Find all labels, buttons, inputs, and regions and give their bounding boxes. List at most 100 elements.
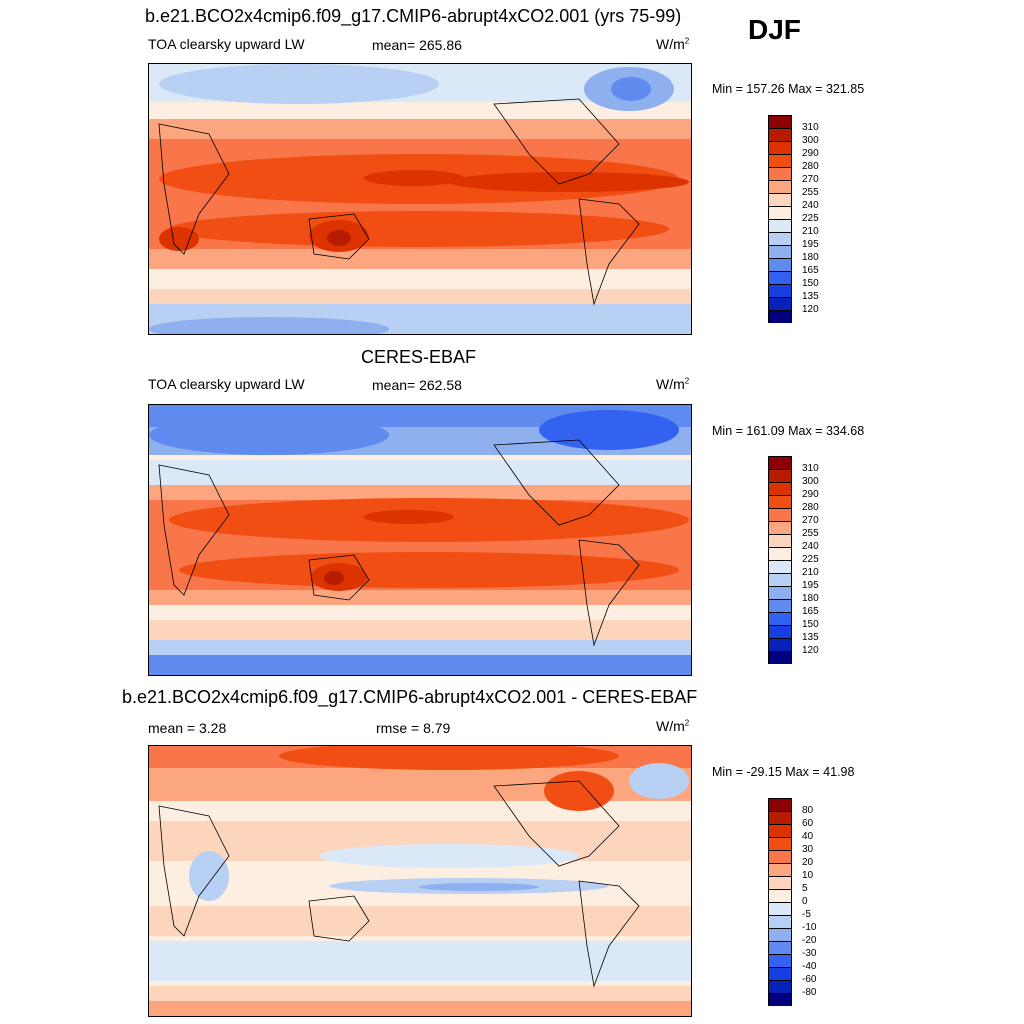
- panel1-colorbar-tick-label: 135: [802, 291, 819, 302]
- panel1-colorbar: 310 300 290 280 270 255 240 225 210 195 180 165 150 1…: [768, 115, 819, 323]
- panel1-minmax: Min = 157.26 Max = 321.85: [712, 82, 865, 96]
- panel2-minmax: Min = 161.09 Max = 334.68: [712, 424, 865, 438]
- panel1-colorbar-tick-label: 310: [802, 122, 819, 133]
- panel1-colorbar-tick-label: 195: [802, 239, 819, 250]
- panel3-colorbar-swatch: [768, 798, 792, 811]
- panel2-colorbar-tick-label: 135: [802, 632, 819, 643]
- panel3-rmse: rmse = 8.79: [376, 720, 451, 736]
- panel2-colorbar-swatch: [768, 547, 792, 560]
- panel3-colorbar-swatch: [768, 863, 792, 876]
- panel1-colorbar-tick-label: 225: [802, 213, 819, 224]
- panel3-colorbar-tick-label: 20: [802, 857, 814, 868]
- panel1-colorbar-swatch: [768, 271, 792, 284]
- panel3-colorbar-swatch: [768, 967, 792, 980]
- panel3-units: W/m2: [656, 718, 690, 734]
- panel2-colorbar-tick-label: 210: [802, 567, 819, 578]
- panel3-colorbar: 80 60 40 30 20 10 5 0 -5 -10 -20 -30 -40 -60 -80: [768, 798, 816, 1006]
- panel1-colorbar-swatch: [768, 180, 792, 193]
- panel3-colorbar-swatch: [768, 811, 792, 824]
- panel2-colorbar-tick-label: 280: [802, 502, 819, 513]
- panel2-colorbar-swatch: [768, 625, 792, 638]
- panel3-colorbar-tick-label: 5: [802, 883, 808, 894]
- panel1-colorbar-tick-label: 150: [802, 278, 819, 289]
- panel3-colorbar-swatch: [768, 824, 792, 837]
- panel2-colorbar-swatch: [768, 521, 792, 534]
- panel2-colorbar-swatch: [768, 534, 792, 547]
- panel1-colorbar-tick-label: 120: [802, 304, 819, 315]
- panel3-colorbar-tick-label: 10: [802, 870, 814, 881]
- panel3-colorbar-swatch: [768, 993, 792, 1006]
- panel3-colorbar-tick-label: -30: [802, 948, 817, 959]
- panel1-colorbar-swatch: [768, 167, 792, 180]
- panel1-colorbar-tick-label: 255: [802, 187, 819, 198]
- panel3-mean: mean = 3.28: [148, 720, 227, 736]
- panel2-colorbar-swatch: [768, 560, 792, 573]
- panel1-units: W/m2: [656, 36, 690, 52]
- panel3-colorbar-tick-label: -5: [802, 909, 811, 920]
- panel2-colorbar-swatch: [768, 495, 792, 508]
- panel1-colorbar-swatch: [768, 232, 792, 245]
- panel1-colorbar-swatch: [768, 219, 792, 232]
- panel2-colorbar-tick-label: 310: [802, 463, 819, 474]
- panel2-colorbar-swatch: [768, 482, 792, 495]
- panel2-units: W/m2: [656, 376, 690, 392]
- panel3-minmax: Min = -29.15 Max = 41.98: [712, 765, 855, 779]
- panel1-colorbar-swatch: [768, 245, 792, 258]
- panel3-colorbar-tick-label: -10: [802, 922, 817, 933]
- panel1-colorbar-tick-label: 270: [802, 174, 819, 185]
- panel1-variable: TOA clearsky upward LW: [148, 36, 305, 52]
- panel1-mean: mean= 265.86: [372, 37, 462, 53]
- panel2-colorbar-tick-label: 270: [802, 515, 819, 526]
- panel2-variable: TOA clearsky upward LW: [148, 376, 305, 392]
- panel3-colorbar-tick-label: 80: [802, 805, 814, 816]
- panel2-map: [148, 404, 692, 676]
- panel1-colorbar-tick-label: 180: [802, 252, 819, 263]
- panel3-colorbar-tick-label: -60: [802, 974, 817, 985]
- panel3-colorbar-swatch: [768, 889, 792, 902]
- panel2-mean: mean= 262.58: [372, 377, 462, 393]
- panel2-colorbar-tick-label: 225: [802, 554, 819, 565]
- panel3-colorbar-swatch: [768, 837, 792, 850]
- panel1-colorbar-swatch: [768, 141, 792, 154]
- panel1-colorbar-swatch: [768, 297, 792, 310]
- panel1-map: [148, 63, 692, 335]
- panel3-colorbar-swatch: [768, 915, 792, 928]
- panel3-colorbar-tick-label: -80: [802, 987, 817, 998]
- panel2-colorbar-swatch: [768, 638, 792, 651]
- panel3-colorbar-swatch: [768, 980, 792, 993]
- panel3-colorbar-tick-label: 0: [802, 896, 808, 907]
- panel2-colorbar-tick-label: 255: [802, 528, 819, 539]
- panel3-colorbar-tick-label: -20: [802, 935, 817, 946]
- panel2-colorbar-swatch: [768, 651, 792, 664]
- panel2-colorbar-tick-label: 300: [802, 476, 819, 487]
- panel2-colorbar-swatch: [768, 456, 792, 469]
- panel1-colorbar-swatch: [768, 310, 792, 323]
- panel3-colorbar-swatch: [768, 954, 792, 967]
- panel2-colorbar-swatch: [768, 612, 792, 625]
- season-label: DJF: [748, 14, 801, 45]
- panel2-colorbar-swatch: [768, 508, 792, 521]
- panel2-colorbar-swatch: [768, 573, 792, 586]
- panel1-colorbar-swatch: [768, 115, 792, 128]
- panel2-colorbar-tick-label: 165: [802, 606, 819, 617]
- panel2-colorbar-tick-label: 290: [802, 489, 819, 500]
- panel1-colorbar-tick-label: 210: [802, 226, 819, 237]
- panel2-colorbar-tick-label: 180: [802, 593, 819, 604]
- panel2-title: CERES-EBAF: [361, 347, 477, 367]
- panel3-colorbar-tick-label: 40: [802, 831, 814, 842]
- panel1-title: b.e21.BCO2x4cmip6.f09_g17.CMIP6-abrupt4x…: [145, 6, 682, 26]
- panel1-colorbar-swatch: [768, 206, 792, 219]
- panel3-colorbar-tick-label: -40: [802, 961, 817, 972]
- panel3-map: [148, 745, 692, 1017]
- panel1-colorbar-tick-label: 165: [802, 265, 819, 276]
- panel1-colorbar-swatch: [768, 128, 792, 141]
- panel3-title: b.e21.BCO2x4cmip6.f09_g17.CMIP6-abrupt4x…: [122, 687, 698, 707]
- panel2-colorbar-swatch: [768, 586, 792, 599]
- panel1-colorbar-tick-label: 300: [802, 135, 819, 146]
- panel2-colorbar-tick-label: 150: [802, 619, 819, 630]
- panel1-colorbar-tick-label: 290: [802, 148, 819, 159]
- panel2-colorbar: 310 300 290 280 270 255 240 225 210 195 180 165 150 1…: [768, 456, 819, 664]
- panel1-colorbar-swatch: [768, 284, 792, 297]
- panel2-colorbar-swatch: [768, 469, 792, 482]
- panel1-colorbar-swatch: [768, 193, 792, 206]
